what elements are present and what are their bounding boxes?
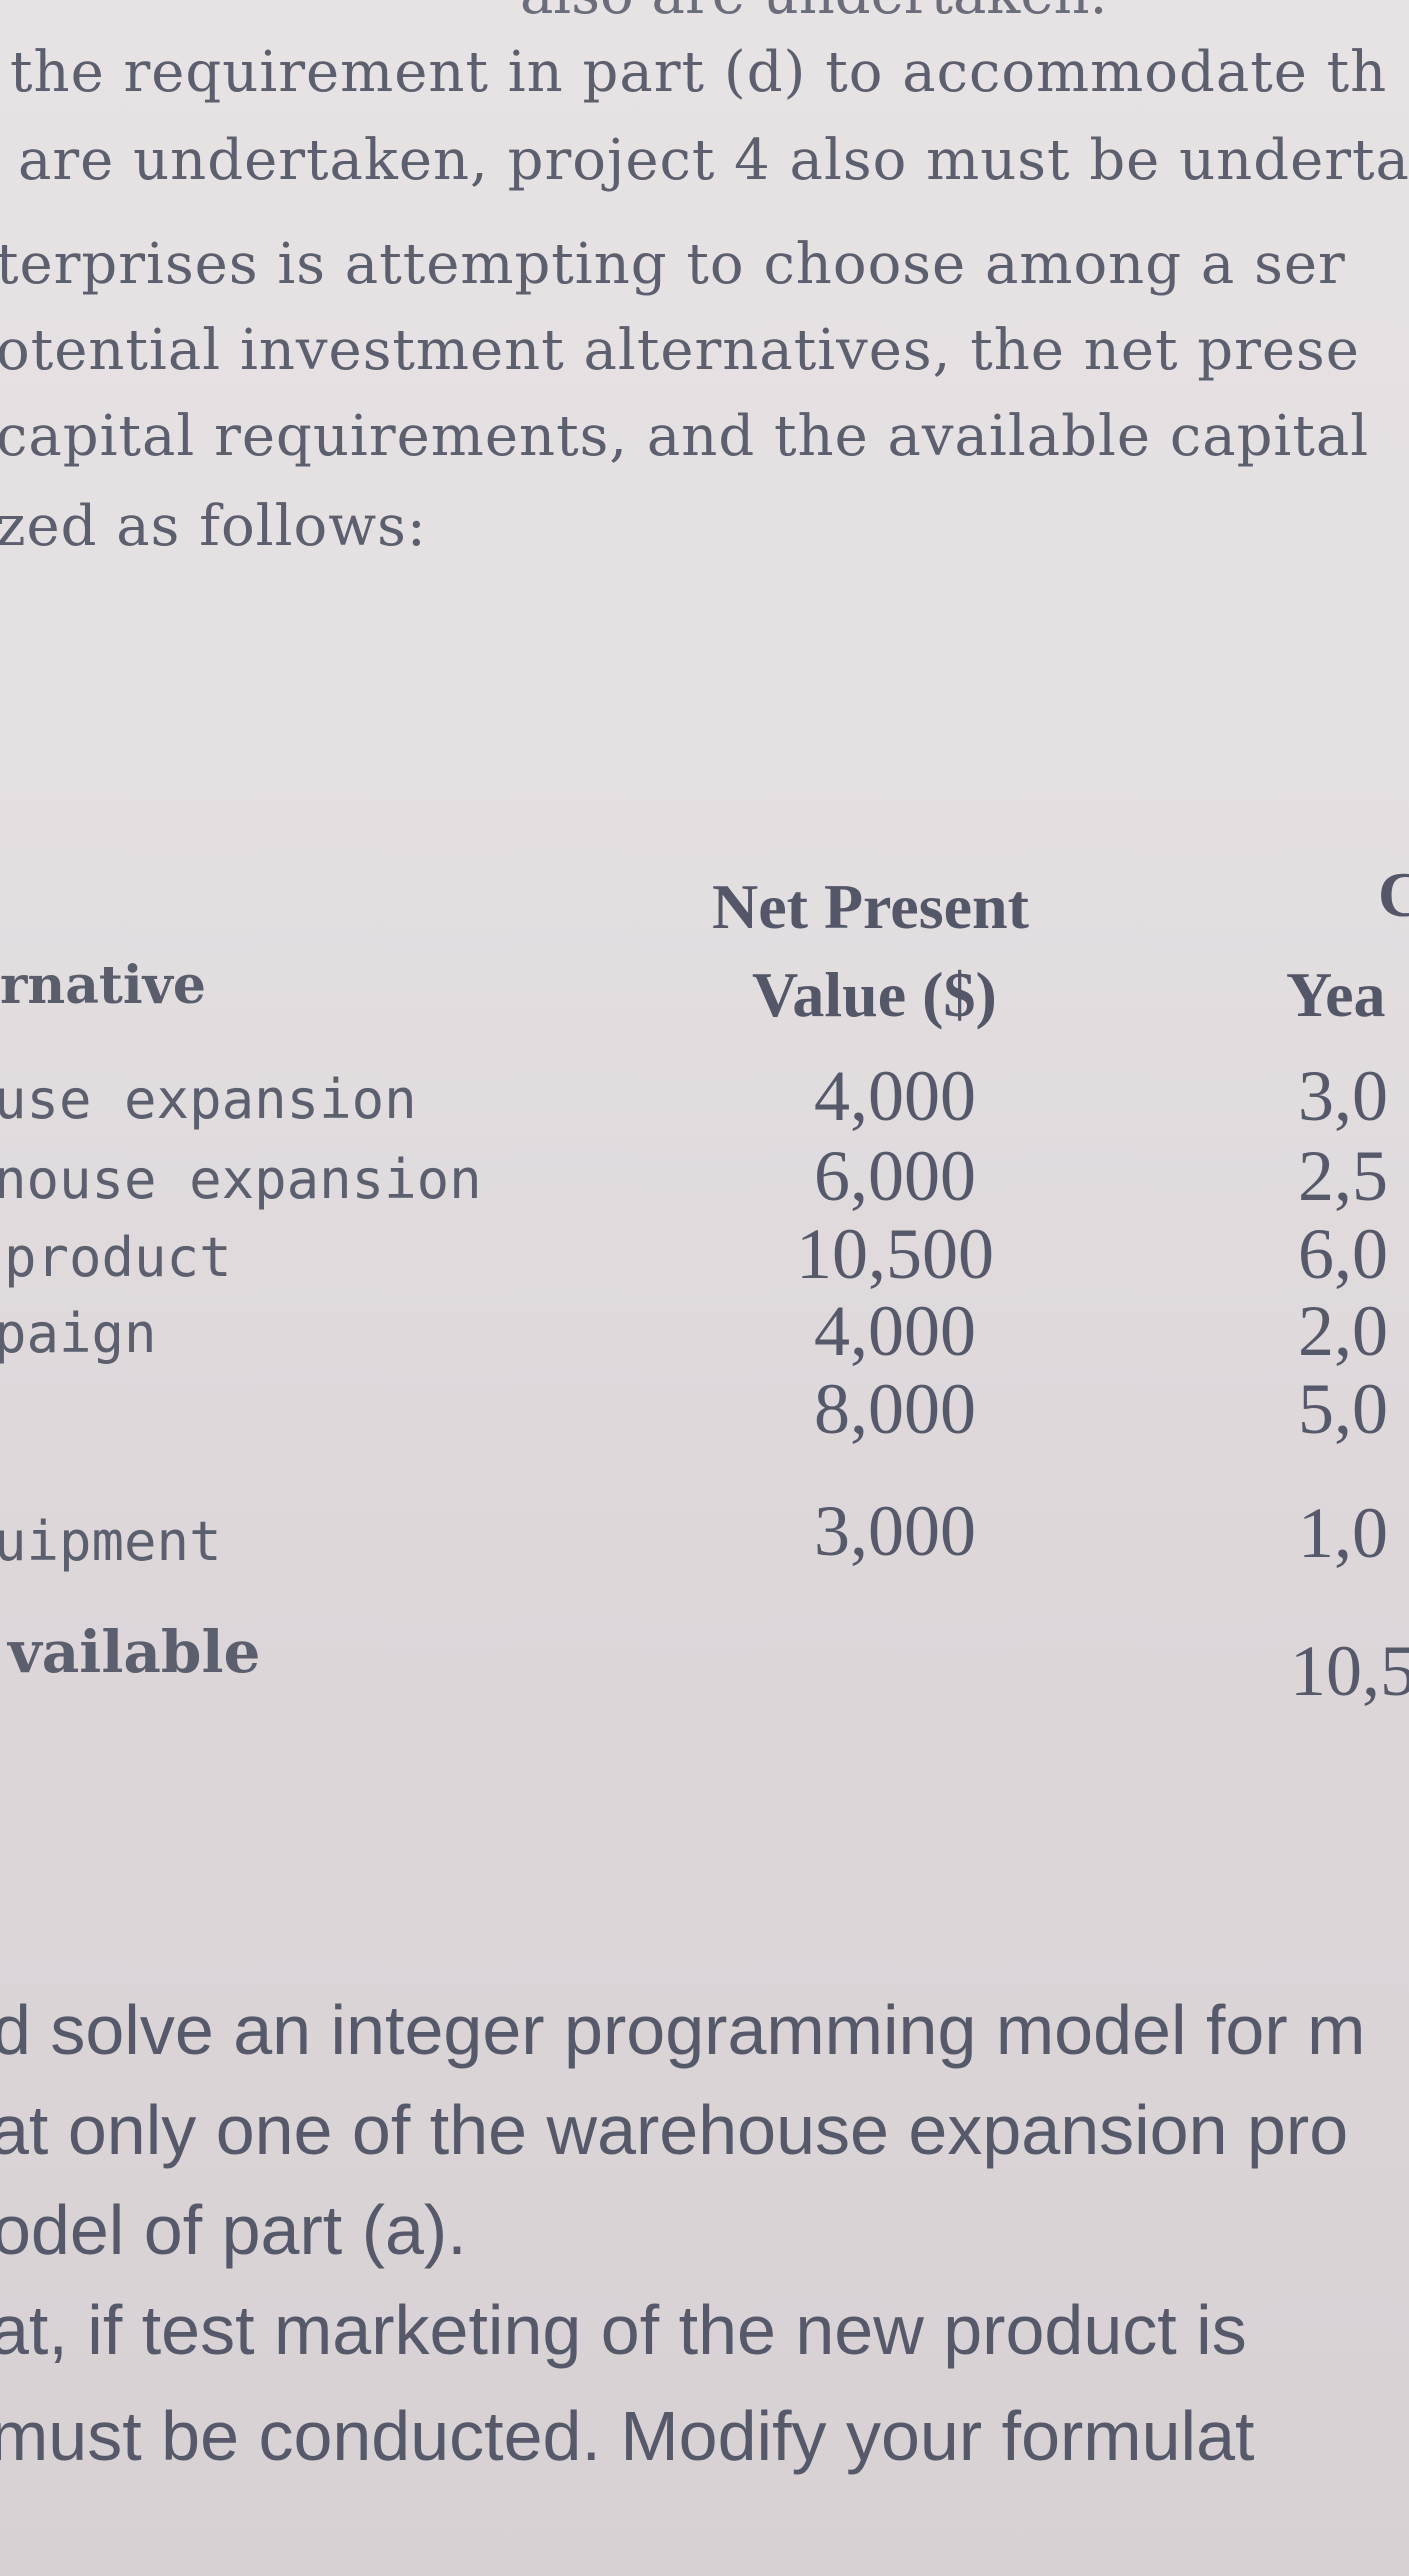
table-row-year: 3,0 bbox=[1298, 1056, 1388, 1136]
table-row-npv: 6,000 bbox=[814, 1136, 976, 1216]
table-row-label: use expansion bbox=[0, 1068, 417, 1131]
column-header-year: Yea bbox=[1286, 959, 1386, 1030]
paragraph-line: at, if test marketing of the new product… bbox=[0, 2291, 1247, 2369]
paragraph-line: odel of part (a). bbox=[0, 2191, 467, 2269]
table-row-year: 1,0 bbox=[1298, 1493, 1388, 1573]
table-row-label: paign bbox=[0, 1302, 157, 1365]
table-row-npv: 10,500 bbox=[796, 1214, 994, 1294]
paragraph-line: otential investment alternatives, the ne… bbox=[0, 318, 1360, 383]
paragraph-line: capital requirements, and the available … bbox=[0, 404, 1370, 469]
paragraph-line: zed as follows: bbox=[0, 494, 427, 559]
table-row-npv: 3,000 bbox=[814, 1491, 976, 1571]
column-header-capital-top: C bbox=[1378, 859, 1409, 930]
paragraph-line: at only one of the warehouse expansion p… bbox=[0, 2091, 1349, 2169]
table-row-label: uipment bbox=[0, 1510, 222, 1573]
table-row-year: 2,0 bbox=[1298, 1291, 1388, 1371]
paragraph-line: d solve an integer programming model for… bbox=[0, 1991, 1366, 2069]
cut-off-text-line: also are undertaken. bbox=[520, 0, 1107, 27]
table-row-label: nouse expansion bbox=[0, 1148, 482, 1211]
table-row-npv: 8,000 bbox=[814, 1369, 976, 1449]
column-header-npv-line2: Value ($) bbox=[752, 959, 997, 1030]
paragraph-line: the requirement in part (d) to accommoda… bbox=[10, 40, 1388, 105]
table-row-npv: 4,000 bbox=[814, 1056, 976, 1136]
available-row-label: vailable bbox=[8, 1618, 261, 1686]
table-row-label: product bbox=[4, 1226, 232, 1289]
table-row-year: 6,0 bbox=[1298, 1214, 1388, 1294]
available-row-year: 10,5 bbox=[1290, 1631, 1409, 1711]
column-header-npv-line1: Net Present bbox=[712, 871, 1029, 942]
table-row-year: 5,0 bbox=[1298, 1369, 1388, 1449]
paragraph-line: must be conducted. Modify your formulat bbox=[0, 2397, 1255, 2475]
table-row-year: 2,5 bbox=[1298, 1136, 1388, 1216]
table-row-npv: 4,000 bbox=[814, 1291, 976, 1371]
paragraph-line: terprises is attempting to choose among … bbox=[0, 232, 1346, 297]
paragraph-line: are undertaken, project 4 also must be u… bbox=[18, 128, 1409, 193]
column-header-alternative: rnative bbox=[0, 955, 206, 1016]
